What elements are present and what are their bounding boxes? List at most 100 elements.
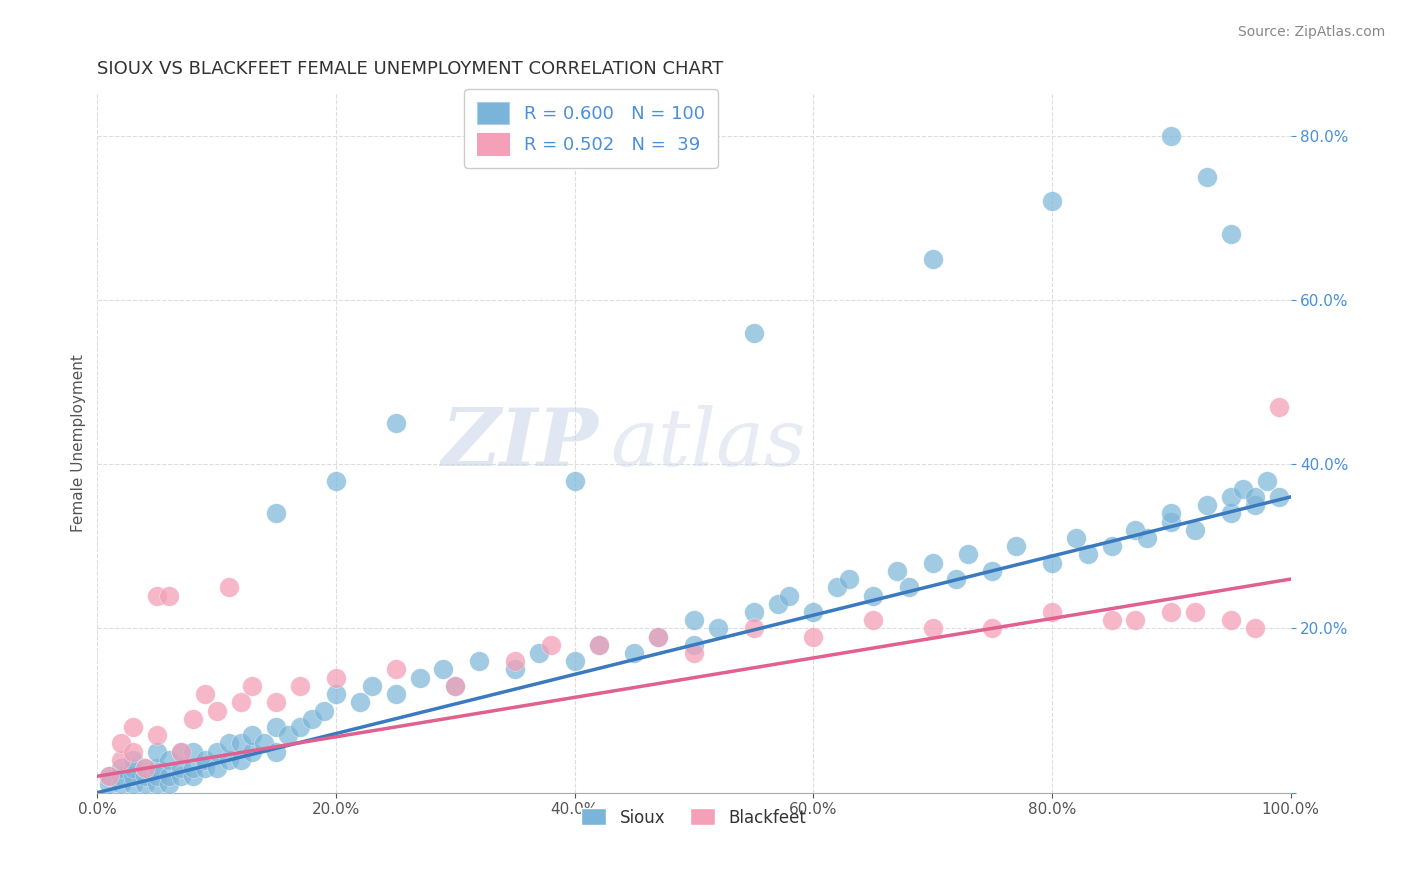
Y-axis label: Female Unemployment: Female Unemployment: [72, 355, 86, 533]
Point: [277, 728, 299, 742]
Point: [205, 761, 228, 775]
Point: [122, 720, 145, 734]
Point: [1267, 400, 1289, 414]
Point: [181, 761, 204, 775]
Point: [242, 728, 264, 742]
Point: [312, 704, 335, 718]
Point: [325, 687, 347, 701]
Point: [122, 753, 145, 767]
Point: [242, 679, 264, 693]
Point: [825, 580, 848, 594]
Point: [1197, 498, 1219, 512]
Point: [408, 671, 430, 685]
Point: [134, 777, 156, 791]
Point: [170, 745, 193, 759]
Point: [1243, 490, 1265, 504]
Point: [229, 753, 252, 767]
Point: [921, 621, 943, 635]
Point: [981, 564, 1004, 578]
Point: [122, 769, 145, 783]
Point: [218, 736, 240, 750]
Point: [1219, 507, 1241, 521]
Point: [742, 326, 765, 340]
Point: [157, 753, 180, 767]
Point: [1184, 523, 1206, 537]
Point: [564, 654, 586, 668]
Point: [181, 745, 204, 759]
Point: [229, 695, 252, 709]
Point: [921, 252, 943, 266]
Point: [527, 646, 550, 660]
Point: [110, 777, 132, 791]
Point: [647, 630, 669, 644]
Point: [468, 654, 491, 668]
Point: [122, 761, 145, 775]
Point: [742, 621, 765, 635]
Point: [146, 777, 169, 791]
Legend: Sioux, Blackfeet: Sioux, Blackfeet: [575, 802, 813, 833]
Point: [1219, 490, 1241, 504]
Point: [205, 745, 228, 759]
Point: [301, 712, 323, 726]
Point: [801, 605, 824, 619]
Point: [1219, 227, 1241, 241]
Point: [170, 769, 193, 783]
Point: [1160, 515, 1182, 529]
Point: [540, 638, 562, 652]
Point: [1040, 605, 1063, 619]
Point: [1005, 539, 1028, 553]
Text: SIOUX VS BLACKFEET FEMALE UNEMPLOYMENT CORRELATION CHART: SIOUX VS BLACKFEET FEMALE UNEMPLOYMENT C…: [97, 60, 724, 78]
Point: [1243, 498, 1265, 512]
Point: [253, 736, 276, 750]
Point: [623, 646, 645, 660]
Point: [194, 753, 217, 767]
Point: [325, 671, 347, 685]
Point: [1160, 605, 1182, 619]
Point: [146, 761, 169, 775]
Point: [384, 687, 406, 701]
Point: [157, 777, 180, 791]
Point: [444, 679, 467, 693]
Text: Source: ZipAtlas.com: Source: ZipAtlas.com: [1237, 25, 1385, 39]
Point: [862, 613, 884, 627]
Point: [1232, 482, 1254, 496]
Point: [945, 572, 967, 586]
Point: [218, 580, 240, 594]
Point: [897, 580, 920, 594]
Point: [384, 416, 406, 430]
Point: [444, 679, 467, 693]
Point: [588, 638, 610, 652]
Point: [683, 613, 706, 627]
Point: [229, 736, 252, 750]
Point: [801, 630, 824, 644]
Point: [1101, 539, 1123, 553]
Point: [981, 621, 1004, 635]
Point: [194, 761, 217, 775]
Point: [683, 646, 706, 660]
Point: [766, 597, 789, 611]
Point: [707, 621, 730, 635]
Point: [181, 712, 204, 726]
Point: [134, 761, 156, 775]
Point: [110, 769, 132, 783]
Point: [325, 474, 347, 488]
Point: [921, 556, 943, 570]
Point: [110, 736, 132, 750]
Text: ZIP: ZIP: [441, 405, 599, 483]
Point: [181, 769, 204, 783]
Point: [1040, 556, 1063, 570]
Point: [1136, 531, 1159, 545]
Point: [1064, 531, 1087, 545]
Point: [1160, 507, 1182, 521]
Point: [1125, 523, 1147, 537]
Point: [134, 761, 156, 775]
Point: [205, 704, 228, 718]
Point: [110, 753, 132, 767]
Point: [1077, 548, 1099, 562]
Point: [742, 605, 765, 619]
Point: [218, 753, 240, 767]
Point: [146, 728, 169, 742]
Point: [266, 720, 288, 734]
Point: [122, 745, 145, 759]
Point: [266, 695, 288, 709]
